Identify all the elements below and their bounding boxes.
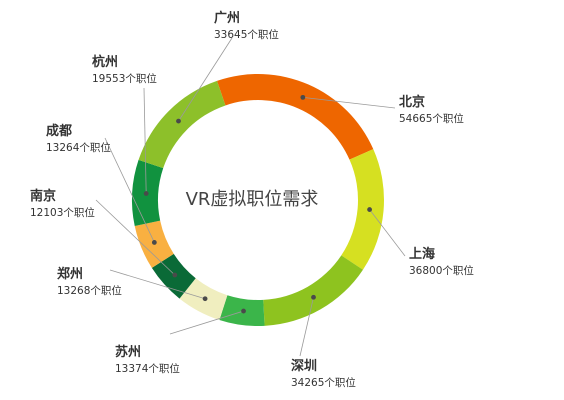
leader-line-3	[299, 297, 314, 357]
slice-dot-1	[300, 94, 306, 100]
slice-dot-7	[151, 240, 157, 245]
slice-dot-8	[143, 191, 149, 196]
slice-label-count: 13268个职位	[57, 284, 122, 297]
leader-line-4	[169, 310, 244, 335]
slice-label-city: 南京	[30, 188, 56, 204]
slice-label-city: 广州	[214, 10, 240, 26]
slice-label-count: 13374个职位	[115, 362, 180, 375]
slice-dot-2	[367, 207, 372, 212]
slice-label-count: 34265个职位	[291, 376, 356, 389]
slice-dot-3	[311, 294, 316, 300]
slice-1	[216, 74, 374, 160]
slice-dot-4	[241, 308, 246, 314]
slice-3	[263, 255, 363, 326]
leader-line-9	[178, 37, 233, 122]
slice-dot-9	[176, 118, 181, 124]
leader-line-8	[143, 87, 147, 194]
leader-line-7	[104, 137, 155, 243]
slice-dot-5	[202, 296, 208, 302]
slice-label-count: 12103个职位	[30, 206, 95, 219]
leader-line-1	[302, 96, 396, 109]
leader-line-5	[109, 269, 206, 300]
slice-label-count: 19553个职位	[92, 72, 157, 85]
leader-lines	[95, 37, 406, 357]
leader-line-6	[95, 199, 176, 276]
slice-label-city: 上海	[409, 246, 435, 262]
slice-label-city: 成都	[46, 123, 72, 139]
slice-dot-6	[172, 272, 178, 278]
slice-label-count: 33645个职位	[214, 28, 279, 41]
slice-9	[138, 80, 226, 169]
slice-label-city: 深圳	[291, 358, 317, 374]
slice-label-city: 苏州	[115, 344, 141, 360]
slice-label-city: 郑州	[57, 266, 83, 282]
slice-label-count: 13264个职位	[46, 141, 111, 154]
slice-label-city: 北京	[399, 94, 425, 110]
leader-line-2	[369, 209, 406, 257]
slice-2	[341, 149, 384, 270]
slice-label-count: 54665个职位	[399, 112, 464, 125]
slice-label-city: 杭州	[92, 54, 118, 70]
slice-label-count: 36800个职位	[409, 264, 474, 277]
chart-title: VR虚拟职位需求	[186, 189, 319, 210]
